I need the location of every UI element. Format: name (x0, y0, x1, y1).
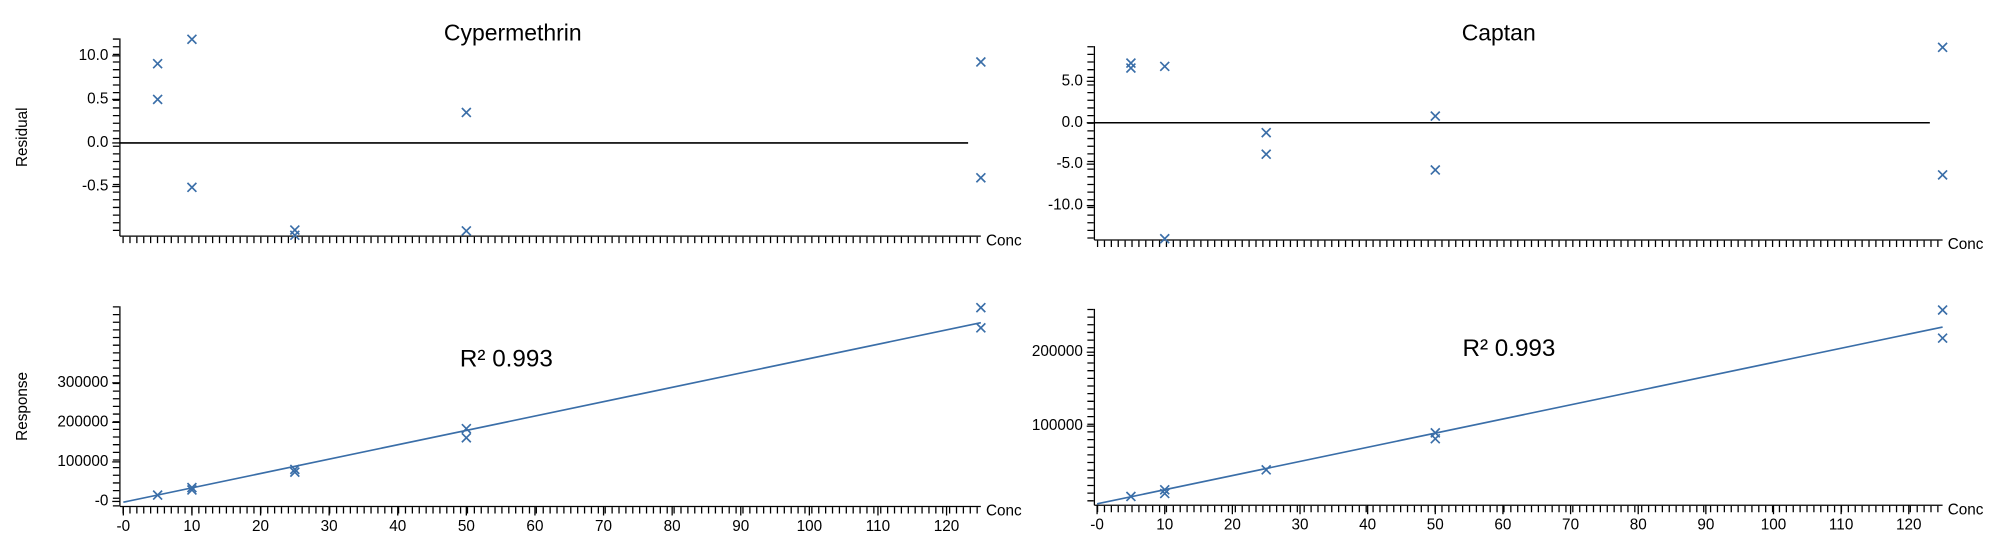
y-tick-label: -0 (95, 492, 109, 509)
x-axis-label: Conc (1948, 236, 1984, 253)
marker (1261, 149, 1272, 160)
x-tick-label: 80 (664, 518, 681, 535)
marker (1430, 164, 1441, 175)
marker (1159, 488, 1170, 499)
marker (1937, 304, 1948, 316)
x-tick-label: 70 (1562, 517, 1579, 534)
marker (152, 490, 163, 501)
x-tick-label: -0 (117, 518, 131, 535)
marker (186, 482, 197, 493)
x-tick-label: 120 (1896, 517, 1922, 534)
marker (152, 94, 163, 105)
marker (1125, 62, 1136, 74)
y-tick-label: 10.0 (79, 47, 109, 64)
marker (152, 58, 163, 69)
y-tick-label: 100000 (57, 453, 108, 470)
y-tick-label: 5.0 (1062, 72, 1083, 89)
x-tick-label: 20 (252, 518, 269, 535)
marker (461, 107, 472, 118)
x-tick-label: 80 (1630, 517, 1647, 534)
y-tick-label: 300000 (57, 374, 108, 391)
marker (461, 225, 472, 236)
x-tick-label: 110 (1829, 517, 1853, 534)
marker (975, 172, 986, 183)
marker (1430, 111, 1441, 122)
marker (461, 432, 472, 443)
chart-title: Cypermethrin (444, 20, 582, 46)
marker (1125, 491, 1136, 502)
x-tick-label: 60 (1494, 517, 1511, 534)
marker (186, 484, 197, 496)
marker (975, 322, 986, 333)
annotation: R² 0.993 (460, 345, 553, 372)
x-tick-label: 100 (1761, 517, 1787, 534)
x-tick-label: -0 (1090, 517, 1104, 534)
chart-title: Captan (1462, 20, 1536, 46)
y-axis-label: Response (14, 372, 31, 441)
marker (1430, 433, 1441, 444)
marker (1261, 464, 1272, 475)
x-tick-label: 110 (866, 518, 890, 535)
marker (1159, 484, 1170, 495)
x-axis-label: Conc (986, 503, 1022, 520)
marker (975, 56, 986, 67)
y-tick-label: 0.0 (87, 134, 108, 151)
x-tick-label: 50 (458, 518, 475, 535)
y-tick-label: 100000 (1032, 417, 1083, 434)
marker (1937, 169, 1948, 180)
marker (1261, 127, 1272, 138)
marker (1937, 42, 1948, 53)
x-tick-label: 40 (389, 518, 406, 535)
marker (1937, 333, 1948, 344)
fit-line (1096, 326, 1943, 505)
marker (289, 230, 300, 241)
x-tick-label: 70 (595, 518, 612, 535)
x-tick-label: 40 (1359, 517, 1376, 534)
x-tick-label: 10 (1156, 517, 1173, 534)
y-tick-label: -0.5 (82, 178, 108, 195)
x-tick-label: 20 (1224, 517, 1241, 534)
y-tick-label: -5.0 (1057, 155, 1083, 172)
marker (186, 182, 197, 193)
x-axis-label: Conc (986, 232, 1022, 249)
marker (1159, 61, 1170, 72)
x-tick-label: 30 (1292, 517, 1309, 534)
y-tick-label: 200000 (1032, 343, 1083, 360)
y-axis-label: Residual (14, 108, 31, 168)
x-tick-label: 90 (732, 518, 749, 535)
y-tick-label: 0.5 (87, 90, 108, 107)
marker (461, 423, 472, 434)
x-tick-label: 120 (934, 518, 960, 535)
x-axis-label: Conc (1948, 501, 1984, 518)
y-tick-label: -10.0 (1048, 197, 1083, 214)
marker (975, 302, 986, 313)
x-tick-label: 50 (1427, 517, 1444, 534)
x-tick-label: 100 (797, 518, 823, 535)
x-tick-label: 90 (1697, 517, 1714, 534)
fit-line (123, 321, 982, 504)
marker (1125, 58, 1136, 69)
marker (289, 464, 300, 475)
marker (289, 467, 300, 478)
y-tick-label: 0.0 (1062, 114, 1083, 131)
annotation: R² 0.993 (1462, 335, 1555, 362)
x-tick-label: 30 (321, 518, 338, 535)
marker (186, 34, 197, 45)
x-tick-label: 10 (183, 518, 200, 535)
marker (1159, 233, 1170, 244)
y-tick-label: 200000 (57, 413, 108, 430)
x-tick-label: 60 (526, 518, 543, 535)
